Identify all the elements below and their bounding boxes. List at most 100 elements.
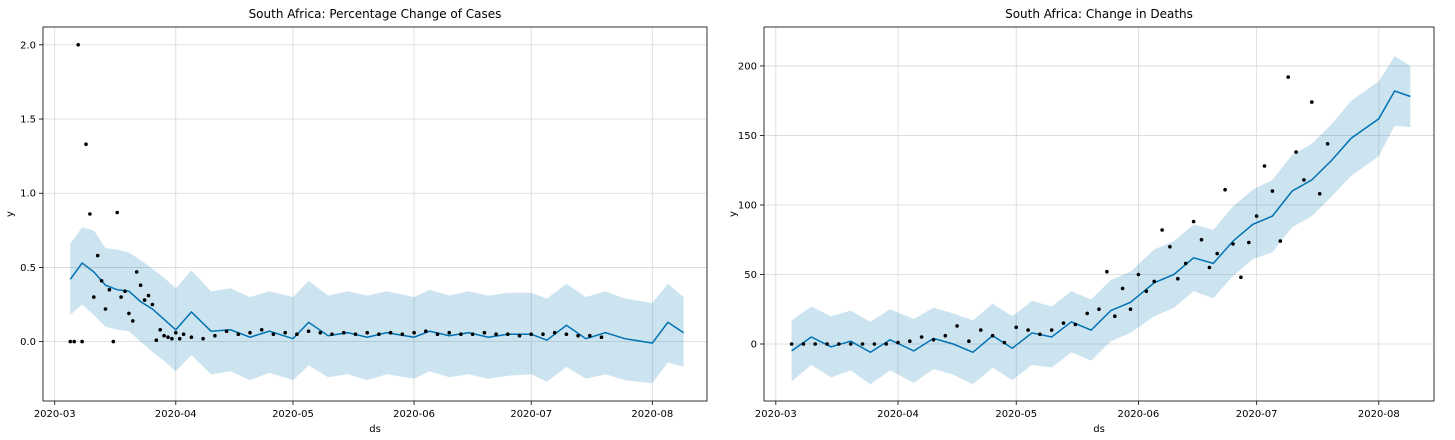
data-point [318, 330, 323, 335]
data-point [1128, 307, 1133, 312]
chart-title: South Africa: Percentage Change of Cases [249, 7, 502, 21]
data-point [127, 311, 131, 316]
data-point [138, 283, 143, 288]
x-tick-label: 2020-08 [1358, 409, 1400, 420]
plot-area [43, 27, 707, 401]
data-point [150, 302, 155, 307]
data-point [1183, 261, 1188, 266]
data-point [1073, 322, 1078, 327]
data-point [1014, 325, 1018, 330]
data-point [435, 332, 440, 337]
data-point [1247, 240, 1251, 245]
y-tick-label: 200 [738, 61, 757, 72]
data-point [1207, 265, 1212, 270]
x-tick-label: 2020-05 [995, 409, 1037, 420]
data-point [142, 298, 147, 302]
x-tick-label: 2020-07 [1236, 409, 1278, 420]
y-tick-label: 50 [744, 270, 757, 281]
data-point [123, 289, 127, 294]
x-tick-label: 2020-05 [272, 409, 314, 420]
y-axis-label: y [728, 211, 739, 217]
x-tick-label: 2020-08 [631, 409, 673, 420]
data-point [259, 328, 264, 332]
y-tick-label: 0.0 [20, 337, 36, 348]
data-point [1002, 340, 1007, 345]
data-point [943, 333, 948, 338]
y-axis-label: y [5, 211, 16, 217]
data-point [789, 342, 794, 346]
data-point [213, 333, 217, 338]
data-point [72, 339, 76, 344]
data-point [283, 330, 288, 335]
data-point [848, 342, 853, 346]
data-point [88, 212, 92, 216]
data-point [1286, 75, 1290, 79]
data-point [1120, 286, 1125, 291]
data-point [1325, 142, 1330, 146]
data-point [400, 332, 405, 337]
data-point [92, 295, 96, 299]
forecast-line [69, 261, 685, 344]
data-point [494, 332, 498, 337]
data-point [1231, 242, 1235, 246]
chart-percentage-change-of-cases: 2020-03 2020-04 2020-05 2020-06 2020-07 2020-… [5, 7, 708, 435]
data-point [529, 332, 533, 337]
data-point [154, 338, 159, 343]
data-point [599, 335, 604, 340]
data-point [162, 333, 166, 338]
data-point [1270, 189, 1275, 193]
data-point [80, 339, 84, 344]
data-point [459, 332, 463, 337]
data-point [412, 330, 416, 335]
data-point [181, 332, 186, 337]
data-point [1097, 307, 1101, 312]
y-tick-label: 100 [738, 200, 757, 211]
data-point [236, 332, 241, 337]
data-point [967, 339, 971, 344]
data-point [306, 329, 311, 334]
data-point [1191, 219, 1196, 224]
data-point [482, 330, 487, 335]
data-point [84, 142, 88, 146]
data-point [388, 330, 393, 335]
data-point [1105, 269, 1109, 274]
data-point [1199, 237, 1204, 242]
data-point [76, 43, 80, 47]
data-point [224, 329, 229, 334]
data-point [166, 335, 170, 340]
data-point [115, 210, 119, 215]
chart-title: South Africa: Change in Deaths [1005, 7, 1193, 21]
uncertainty-band [791, 56, 1411, 385]
y-tick-label: 0.5 [20, 263, 36, 274]
data-point [1254, 214, 1259, 218]
data-point [1215, 251, 1219, 256]
gridlines [764, 27, 1434, 401]
data-point [1085, 311, 1089, 316]
x-tick-label: 2020-04 [877, 409, 919, 420]
data-point [1049, 328, 1054, 332]
x-tick-label: 2020-03 [34, 409, 76, 420]
data-point [1176, 276, 1180, 281]
data-point [68, 339, 73, 344]
data-point [908, 339, 912, 344]
data-point [1223, 187, 1227, 192]
x-tick-labels: 2020-03 2020-04 2020-05 2020-06 2020-07 2020-… [755, 401, 1400, 420]
data-point [801, 342, 806, 346]
x-tick-label: 2020-04 [155, 409, 197, 420]
data-point [134, 270, 139, 274]
data-point [447, 330, 452, 335]
data-point [979, 328, 983, 332]
data-point [517, 333, 522, 338]
data-point [1239, 275, 1243, 280]
data-point [896, 340, 900, 345]
data-point [1302, 178, 1306, 182]
data-point [99, 279, 104, 283]
data-point [177, 336, 182, 341]
x-axis-label: ds [369, 424, 381, 435]
data-point [541, 332, 545, 337]
data-point [1038, 332, 1042, 337]
x-tick-labels: 2020-03 2020-04 2020-05 2020-06 2020-07 2020-… [34, 401, 673, 420]
data-point [95, 253, 100, 258]
forecast-line [791, 90, 1411, 354]
